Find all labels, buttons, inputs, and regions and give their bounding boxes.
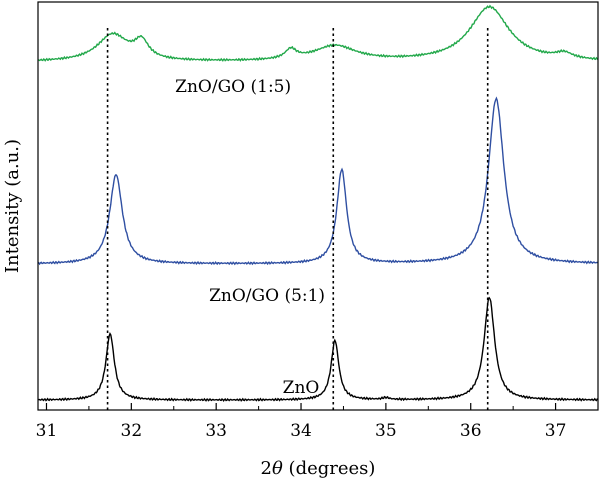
series-label-2: ZnO/GO (5:1)	[209, 286, 325, 306]
x-tick-label-34: 34	[290, 421, 312, 441]
reference-lines	[106, 28, 489, 410]
series-label-3: ZnO/GO (1:5)	[175, 77, 291, 97]
x-tick-label-31: 31	[36, 421, 58, 441]
series-labels: ZnO ZnO/GO (5:1) ZnO/GO (1:5)	[175, 77, 325, 398]
series-lines	[37, 4, 599, 403]
series-line-1	[37, 296, 599, 403]
x-tick-label-32: 32	[121, 421, 143, 441]
series-line-3	[37, 4, 599, 62]
series-line-2	[37, 96, 599, 266]
y-axis-title: Intensity (a.u.)	[2, 139, 23, 273]
x-tick-label-35: 35	[375, 421, 397, 441]
series-label-1: ZnO	[283, 378, 320, 398]
x-tick-label-36: 36	[460, 421, 482, 441]
x-axis-title-symbol: θ	[272, 458, 283, 479]
x-axis-title-prefix: 2	[261, 458, 272, 479]
x-axis-title-suffix: (degrees)	[283, 458, 376, 479]
x-axis-title: 2θ (degrees)	[261, 458, 376, 479]
x-tick-label-33: 33	[205, 421, 227, 441]
plot-frame	[37, 1, 599, 411]
x-axis-ticks: 31 32 33 34 35 36 37	[36, 403, 567, 441]
x-tick-label-37: 37	[545, 421, 567, 441]
